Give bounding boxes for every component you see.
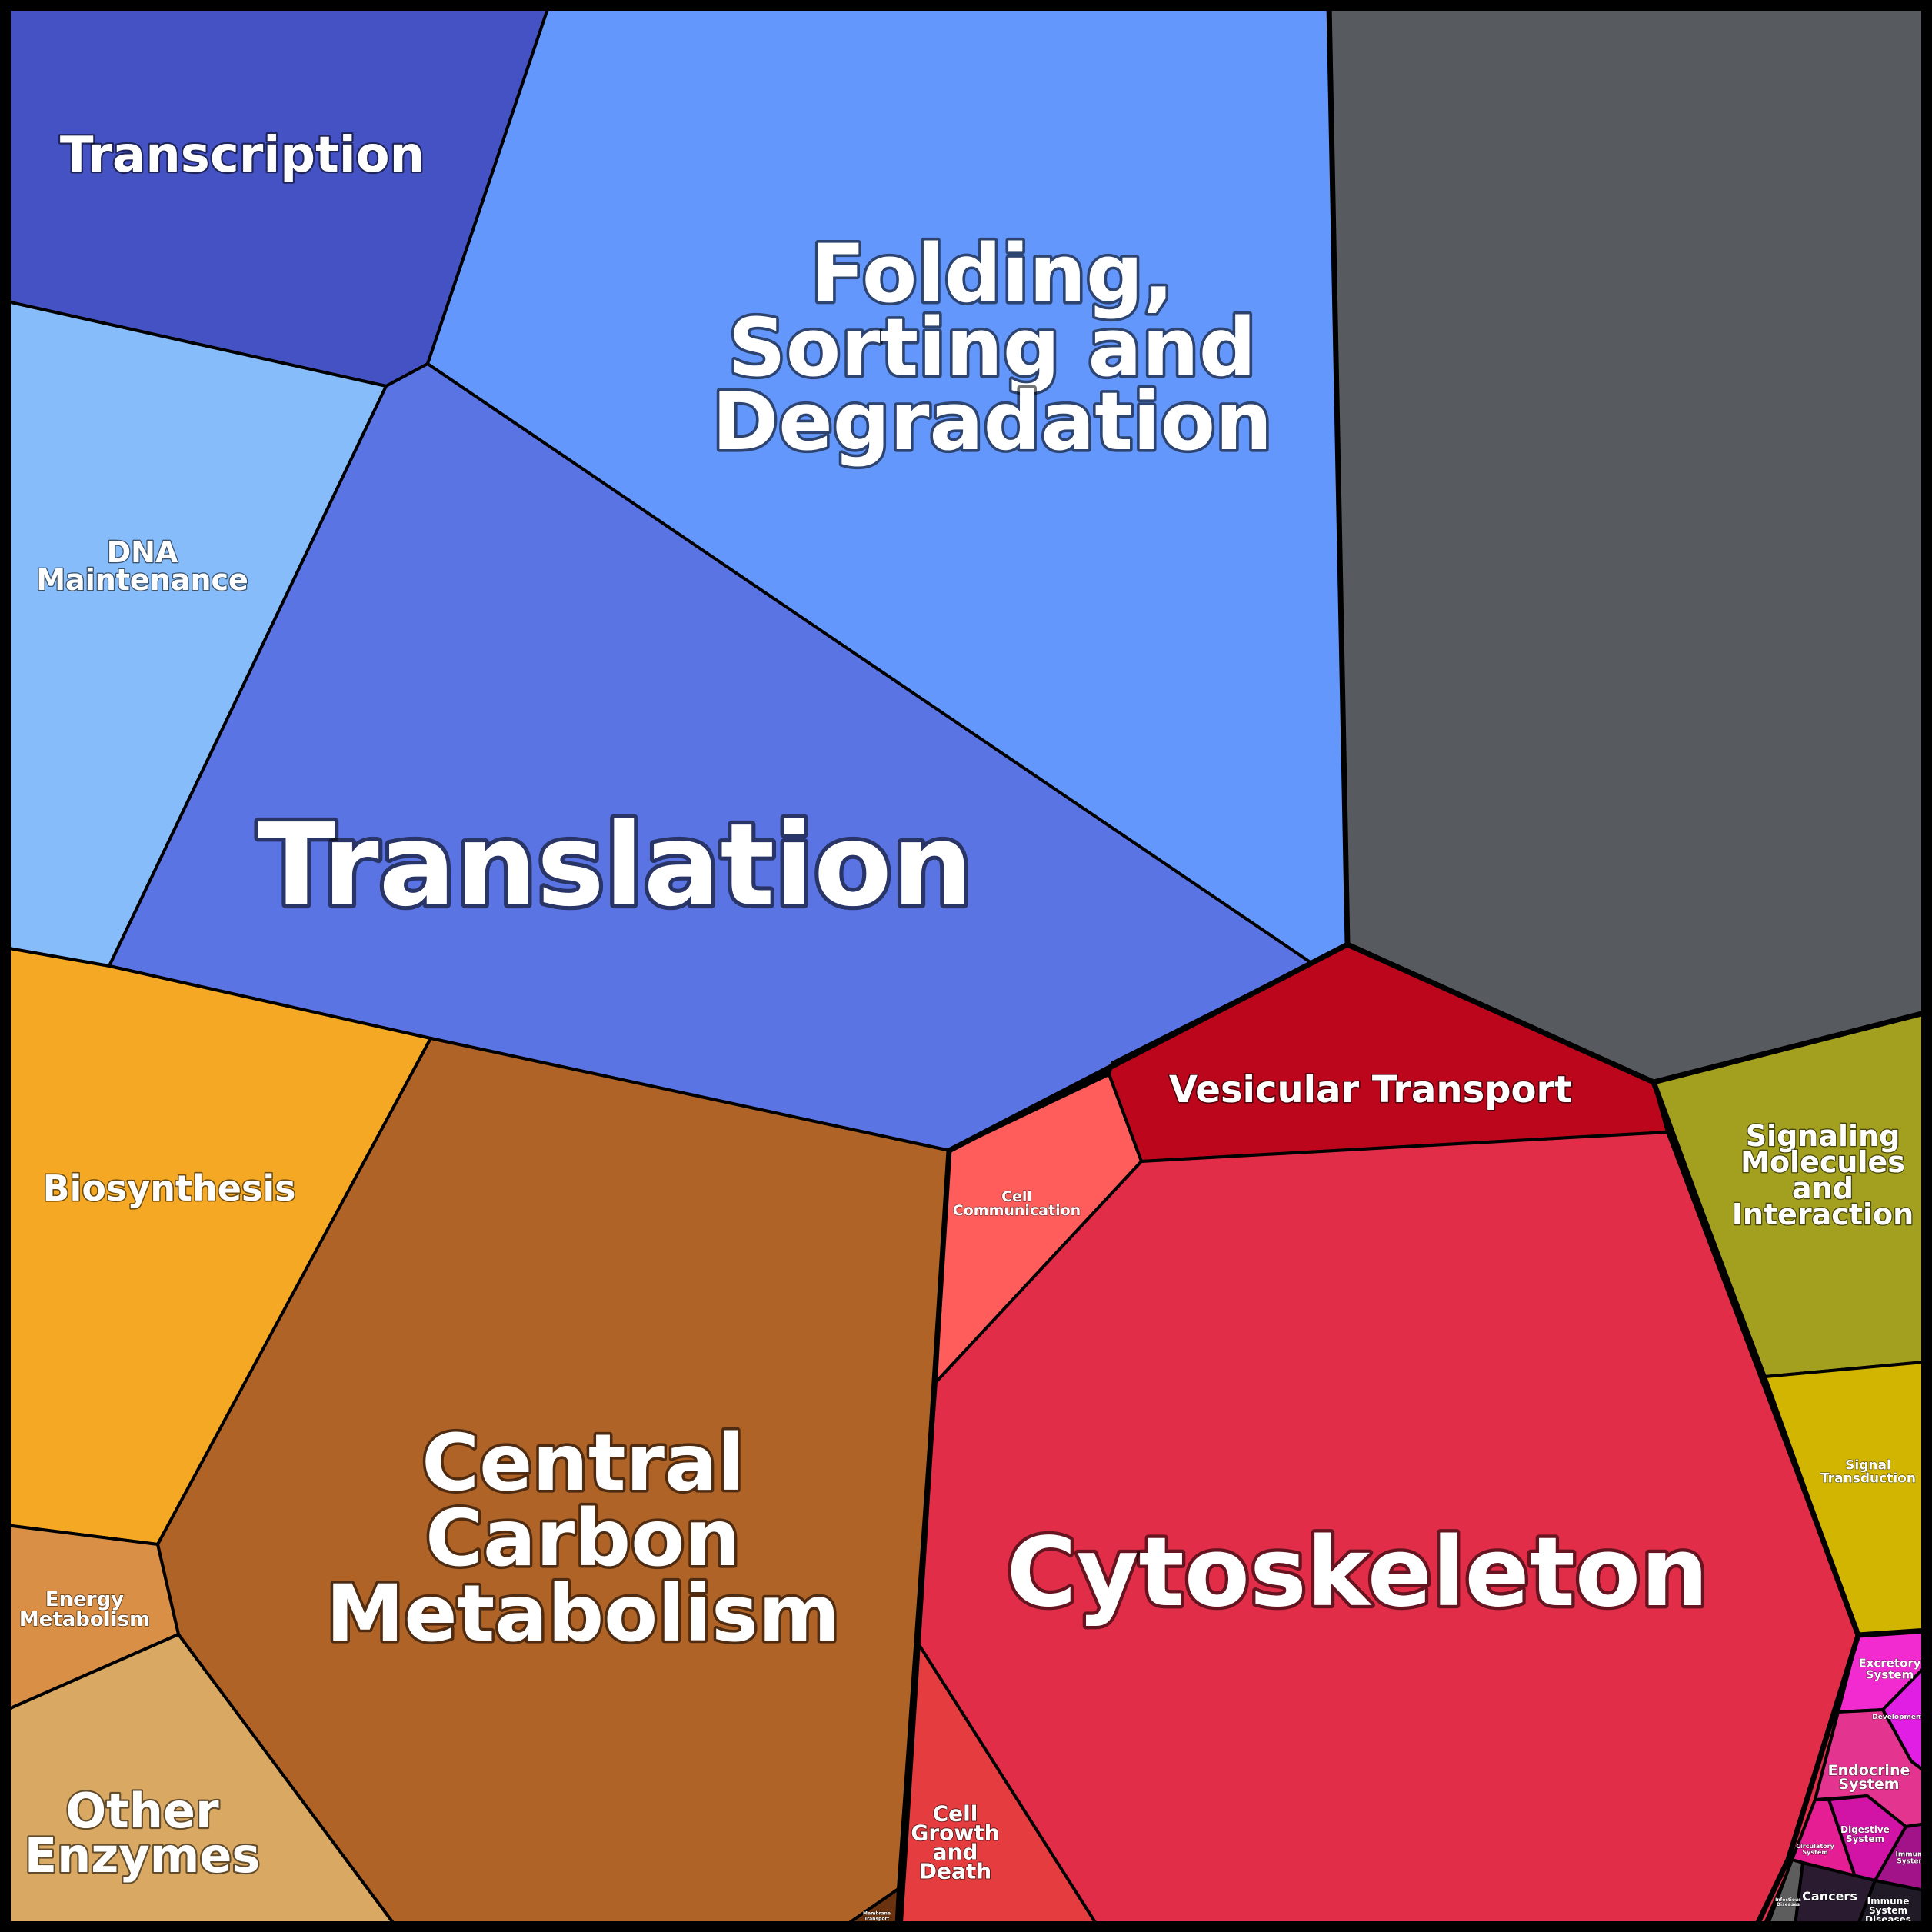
- cell-label-digestive-system: Digestive System: [1840, 1824, 1890, 1844]
- cell-immune-system-diseases: [1854, 1879, 1932, 1932]
- cell-label-cancers: Cancers: [1802, 1889, 1857, 1904]
- cell-label-immune-system-diseases: Immune System Diseases: [1865, 1896, 1911, 1925]
- cell-label-development: Development: [1872, 1714, 1924, 1721]
- cell-label-infectious-diseases: Infectious Diseases: [1775, 1897, 1801, 1907]
- cell-label-energy-metabolism: Energy Metabolism: [19, 1588, 150, 1631]
- cell-label-excretory-system: Excretory System: [1858, 1656, 1920, 1681]
- cell-label-translation: Translation: [258, 799, 973, 931]
- cell-label-endocrine-system: Endocrine System: [1828, 1762, 1910, 1793]
- cell-label-dna-maintenance: DNA Maintenance: [36, 535, 248, 597]
- cell-label-membrane-transport: Membrane Transport: [863, 1910, 891, 1921]
- cell-label-cell-growth-and-death: Cell Growth and Death: [911, 1801, 999, 1884]
- cell-label-signaling-molecules-and-interaction: Signaling Molecules and Interaction: [1732, 1119, 1914, 1231]
- cell-label-vesicular-transport: Vesicular Transport: [1169, 1068, 1572, 1111]
- cell-other-enzymes: [0, 1633, 401, 1932]
- cell-infectious-diseases: [1764, 1858, 1804, 1932]
- cell-label-cytoskeleton: Cytoskeleton: [1007, 1517, 1709, 1628]
- cell-label-other-enzymes: Other Enzymes: [25, 1783, 261, 1884]
- cell-label-cell-communication: Cell Communication: [953, 1188, 1081, 1219]
- cell-label-biosynthesis: Biosynthesis: [42, 1168, 295, 1209]
- cell-unlabeled-gray: [1327, 0, 1932, 1084]
- cell-label-transcription: Transcription: [60, 127, 425, 184]
- cell-cancers: [1793, 1861, 1877, 1932]
- cell-label-central-carbon-metabolism: Central Carbon Metabolism: [326, 1417, 840, 1660]
- cell-label-signal-transduction: Signal Transduction: [1820, 1458, 1916, 1487]
- cell-label-folding-sorting-degradation: Folding, Sorting and Degradation: [712, 227, 1272, 468]
- cell-label-circulatory-system: Circulatory System: [1796, 1843, 1834, 1856]
- cell-label-immune-system: Immune System: [1895, 1850, 1927, 1865]
